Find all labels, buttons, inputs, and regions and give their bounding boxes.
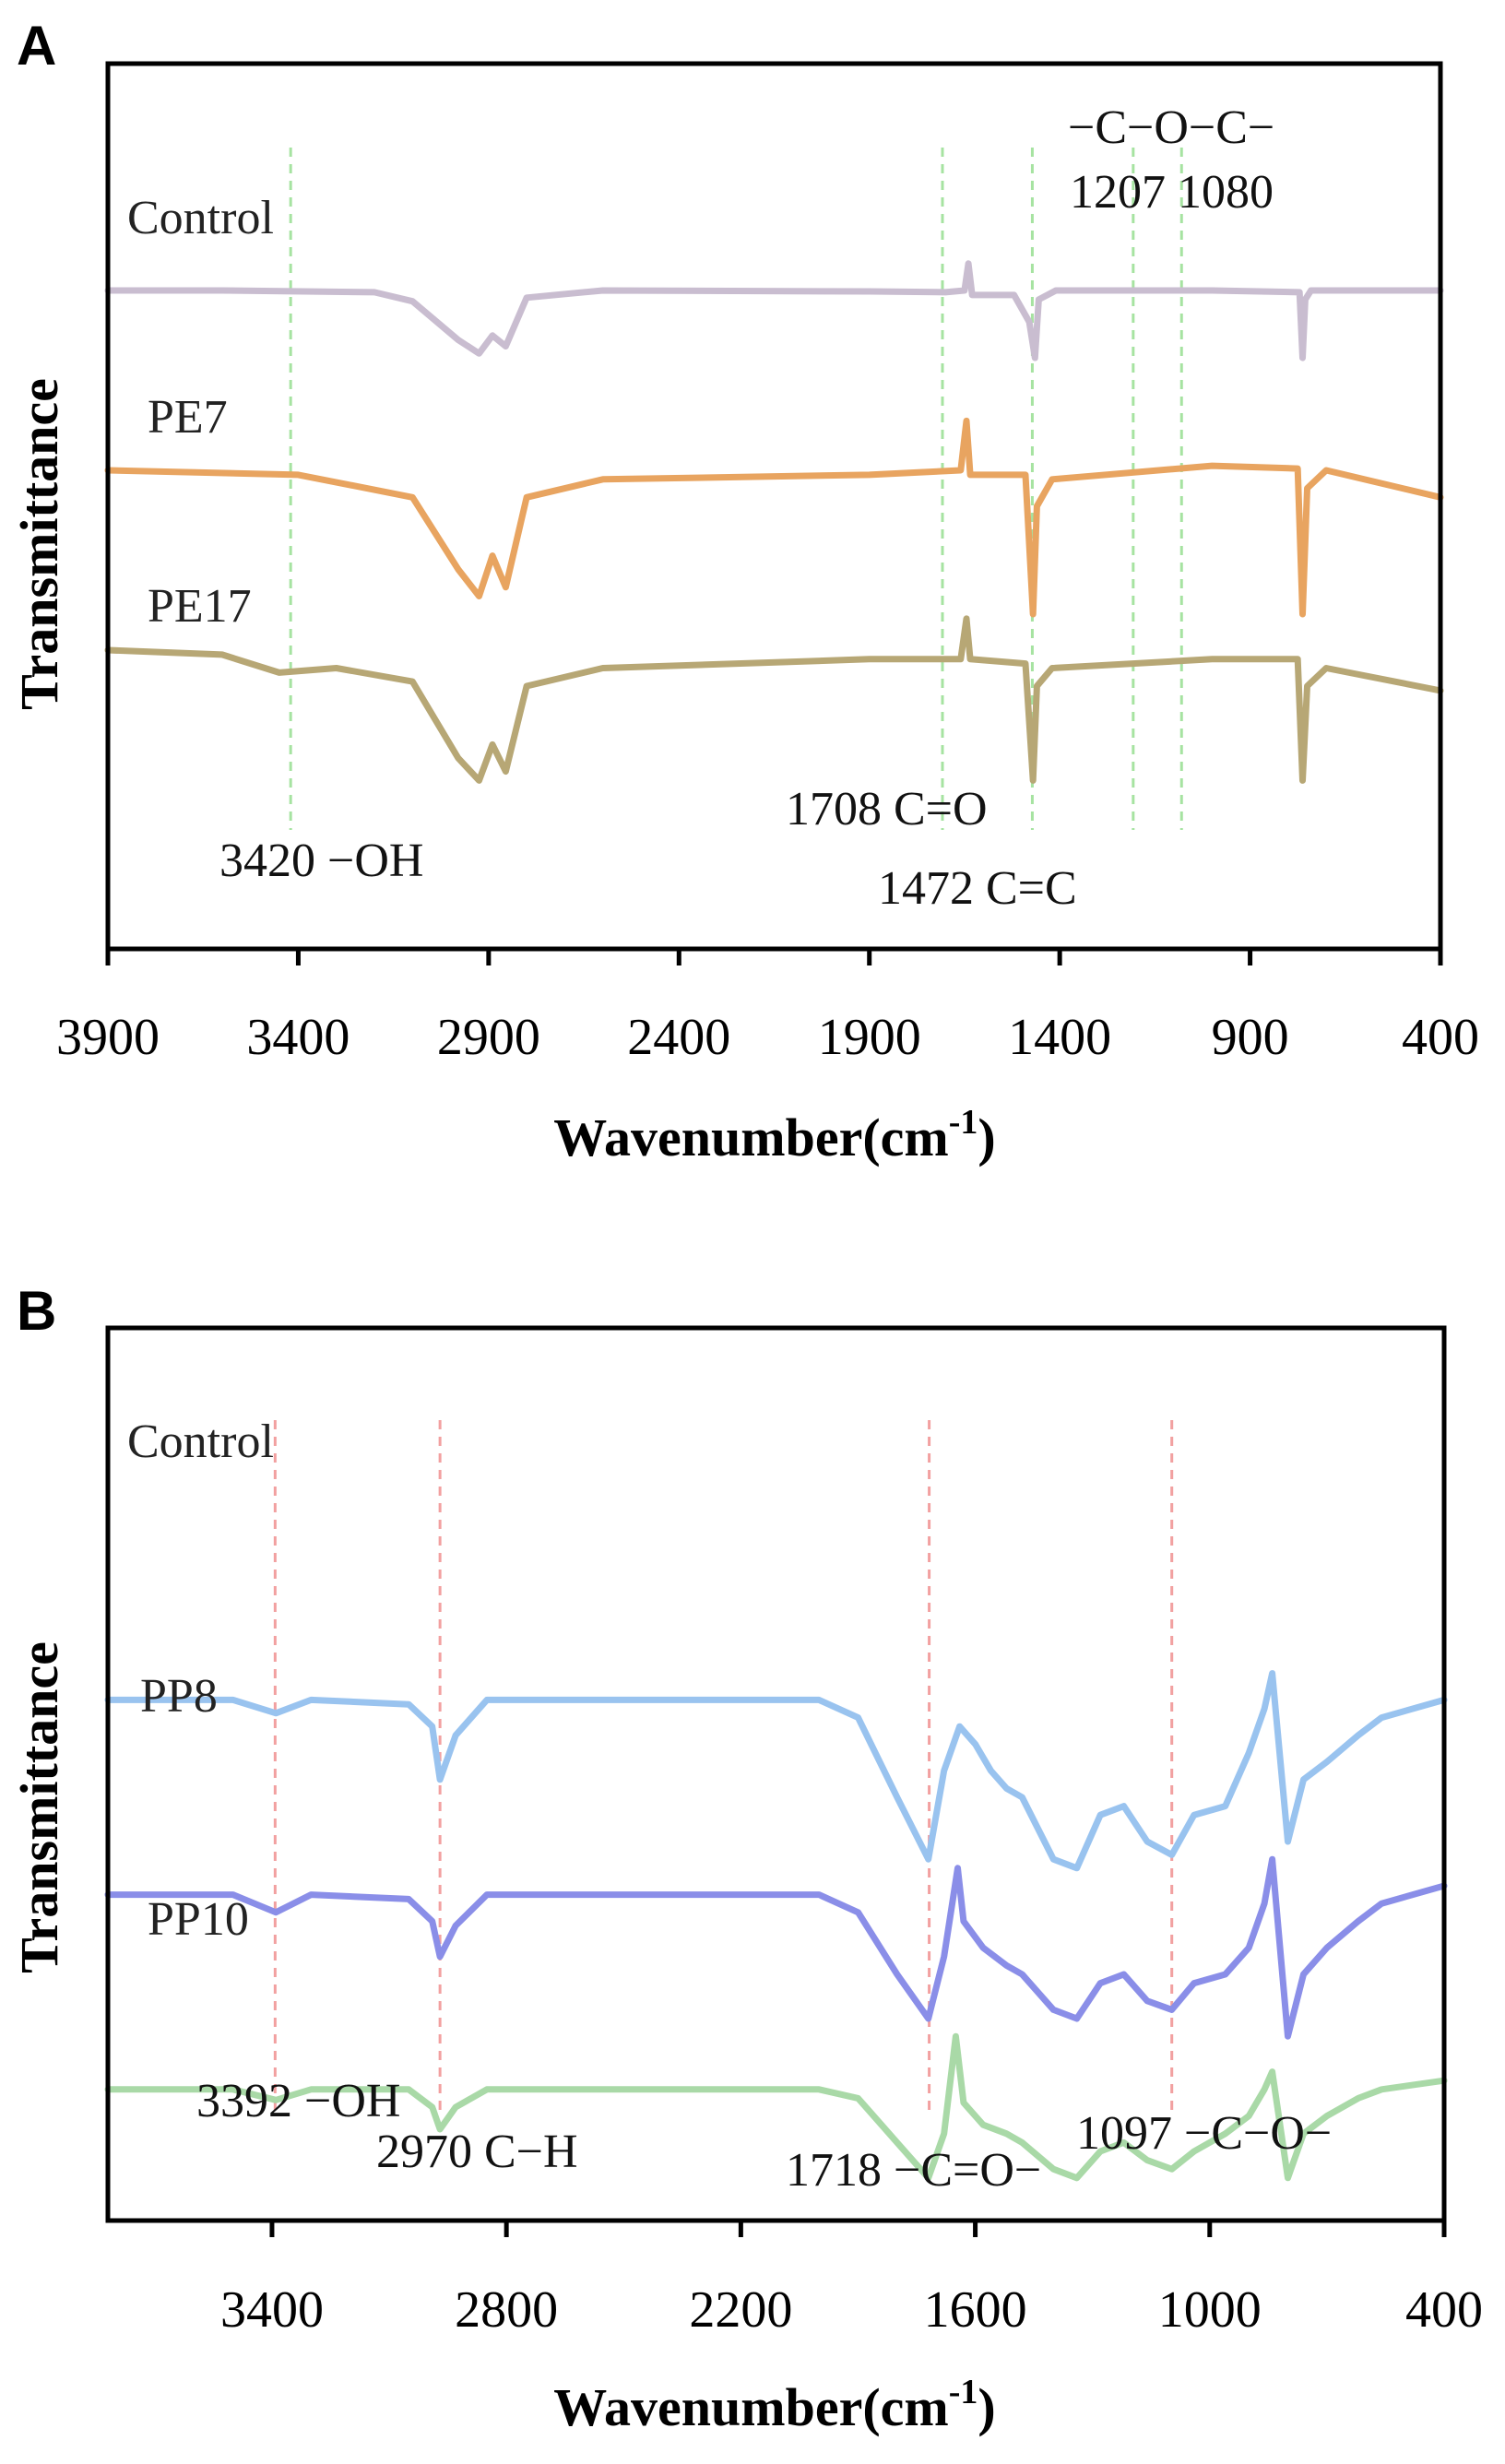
- peak-annotation: 1472 C=C: [878, 862, 1077, 915]
- x-tick-label: 2900: [437, 1009, 540, 1066]
- x-tick-label: 2800: [455, 2281, 558, 2339]
- series-label-pe17: PE17: [148, 580, 252, 633]
- series-line-pp10: [104, 2032, 1448, 2182]
- peak-annotation: −C−O−C−: [1068, 101, 1274, 154]
- peak-annotation: 2970 C−H: [376, 2126, 578, 2178]
- series-line-control: [104, 260, 1444, 361]
- x-tick-label: 400: [1402, 1009, 1479, 1066]
- x-axis-label: Wavenumber(cm-1): [553, 2373, 995, 2437]
- y-axis-label: Transmittance: [9, 1641, 69, 1973]
- series-line-pe17: [104, 615, 1444, 784]
- series-label-control: Control: [127, 192, 274, 244]
- peak-annotation: 1708 C=O: [786, 783, 988, 835]
- x-tick-label: 1400: [1008, 1009, 1111, 1066]
- y-axis-label: Transmittance: [9, 378, 69, 710]
- panel-letter-b: B: [17, 1280, 56, 1342]
- plot-frame: [105, 1325, 1447, 2223]
- peak-annotation: 3420 −OH: [219, 835, 423, 887]
- x-tick-label: 1900: [818, 1009, 921, 1066]
- series-label-pp8: PP8: [140, 1670, 218, 1723]
- series-line-pe7: [104, 417, 1444, 618]
- series-label-pe7: PE7: [148, 391, 228, 444]
- x-tick-label: 3900: [56, 1009, 160, 1066]
- x-tick-label: 2400: [627, 1009, 730, 1066]
- panel-letter-a: A: [17, 15, 56, 77]
- x-tick-label: 3400: [220, 2281, 324, 2339]
- x-tick-label: 400: [1405, 2281, 1483, 2339]
- plot-frame: [105, 61, 1443, 952]
- peak-annotation: 1207 1080: [1070, 166, 1274, 219]
- x-tick-label: 900: [1212, 1009, 1289, 1066]
- series-label-control: Control: [127, 1416, 274, 1468]
- x-tick-label: 2200: [689, 2281, 792, 2339]
- series-line-pp8: [104, 1855, 1448, 2040]
- panel-a: A 3900 3400 2900 2400 1900 1400 900 400 Wavenumbe…: [9, 15, 1479, 1167]
- x-tick-label: 1000: [1158, 2281, 1262, 2339]
- panel-b: B 3400 2800 2200 1600 1000 400 Wavenumber(cm-1)…: [9, 1280, 1483, 2437]
- x-tick-label: 1600: [924, 2281, 1027, 2339]
- peak-annotation: 1718 −C=O−: [786, 2144, 1041, 2197]
- x-axis-label: Wavenumber(cm-1): [553, 1103, 995, 1167]
- peak-annotation: 1097 −C−O−: [1076, 2107, 1332, 2160]
- series-label-pp10: PP10: [148, 1893, 249, 1946]
- peak-annotation: 3392 −OH: [196, 2075, 400, 2127]
- series-line-control: [104, 1670, 1448, 1872]
- x-tick-label: 3400: [246, 1009, 350, 1066]
